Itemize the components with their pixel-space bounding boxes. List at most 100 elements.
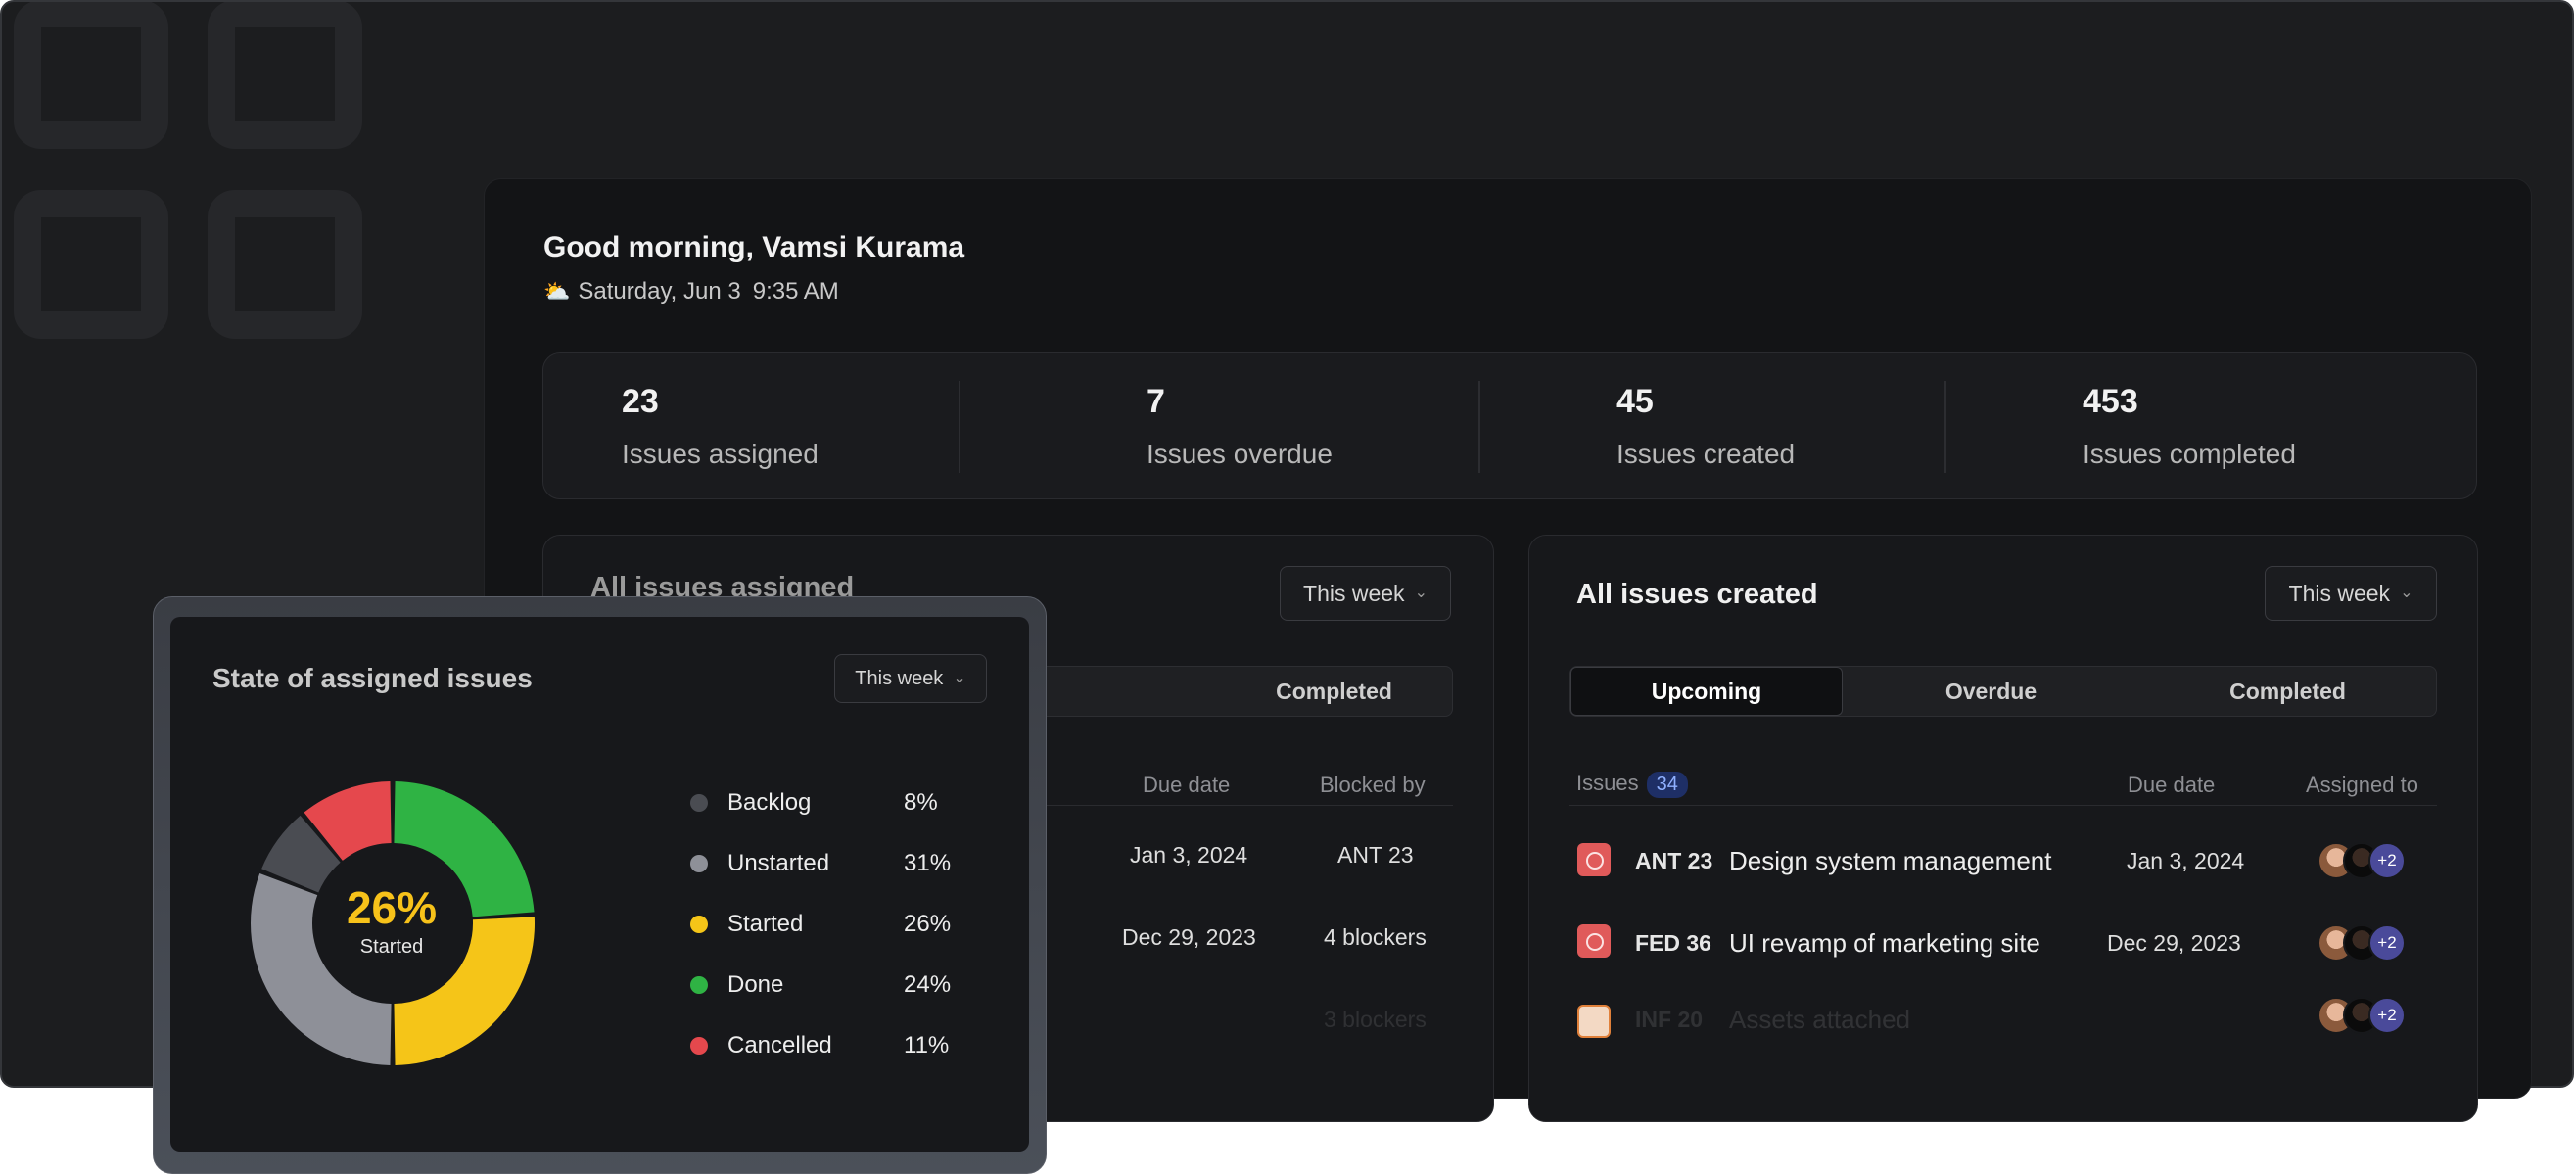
range-label: This week	[2288, 580, 2391, 606]
issue-id: INF 20	[1635, 1007, 1704, 1032]
legend-label: Done	[727, 971, 784, 998]
chart-title: State of assigned issues	[212, 663, 533, 693]
avatar-overflow-count: +2	[2368, 997, 2406, 1034]
donut-center-value: 26%	[346, 882, 438, 933]
stat-value: 7	[1147, 383, 1165, 420]
divider	[1944, 381, 1946, 473]
stat-value: 45	[1616, 383, 1654, 420]
donut-slice-done[interactable]	[394, 781, 535, 917]
tab-completed[interactable]: Completed	[1276, 678, 1392, 704]
issue-count-badge: 34	[1646, 772, 1688, 798]
row-due-date: Dec 29, 2023	[1122, 924, 1256, 950]
row-blocked-by[interactable]: 4 blockers	[1324, 924, 1427, 950]
created-card-title: All issues created	[1576, 579, 1818, 610]
issue-title: Assets attached	[1729, 1005, 1910, 1034]
col-assigned-to: Assigned to	[2306, 773, 2418, 797]
greeting-title: Good morning, Vamsi Kurama	[543, 231, 965, 263]
col-blocked-by: Blocked by	[1320, 773, 1426, 797]
chevron-down-icon: ⌄	[953, 670, 966, 686]
col-label: Issues	[1576, 771, 1639, 795]
range-label: This week	[1303, 580, 1405, 606]
sun-cloud-icon: ⛅	[543, 279, 571, 304]
tab-upcoming[interactable]: Upcoming	[1570, 667, 1843, 716]
legend-dot	[690, 1037, 708, 1055]
legend-item-backlog[interactable]: Backlog 8%	[690, 789, 938, 817]
donut-center-label: Started	[359, 936, 424, 958]
assignee-avatars[interactable]: +2	[2318, 842, 2406, 879]
legend-label: Cancelled	[727, 1032, 832, 1058]
assigned-tabs: due Completed	[979, 666, 1453, 717]
assignee-avatars[interactable]: +2	[2318, 997, 2406, 1034]
current-date: Saturday, Jun 3	[578, 278, 741, 305]
row-blocked-by[interactable]: ANT 23	[1337, 842, 1414, 868]
created-tabs: Upcoming Overdue Completed	[1569, 666, 2437, 717]
issue-id[interactable]: ANT 23	[1635, 848, 1713, 873]
legend-item-cancelled[interactable]: Cancelled 11%	[690, 1032, 949, 1059]
divider	[1478, 381, 1480, 473]
legend-dot	[690, 794, 708, 812]
donut-slice-cancelled[interactable]	[304, 781, 392, 861]
chart-range-dropdown[interactable]: This week ⌄	[834, 654, 987, 703]
urgent-icon	[1577, 843, 1611, 876]
created-issues-card	[1528, 535, 2478, 1122]
donut-slice-unstarted[interactable]	[250, 872, 392, 1065]
issue-title[interactable]: Design system management	[1729, 846, 2052, 875]
assigned-range-dropdown[interactable]: This week ⌄	[1280, 566, 1451, 621]
col-due-date: Due date	[2128, 773, 2216, 797]
issue-title[interactable]: UI revamp of marketing site	[1729, 928, 2040, 958]
stat-issues-created[interactable]: 45 Issues created	[1616, 383, 1795, 470]
avatar-overflow-count: +2	[2368, 842, 2406, 879]
stat-label: Issues created	[1616, 439, 1796, 469]
col-issues: Issues 34	[1576, 771, 1688, 798]
stat-issues-completed[interactable]: 453 Issues completed	[2083, 383, 2296, 470]
chevron-down-icon: ⌄	[2400, 585, 2413, 601]
donut-center: 26% Started	[333, 885, 450, 959]
range-label: This week	[855, 667, 944, 689]
tab-overdue[interactable]: Overdue	[1944, 678, 2037, 704]
legend-dot	[690, 855, 708, 872]
legend-dot	[690, 916, 708, 933]
legend-label: Unstarted	[727, 850, 830, 876]
decorative-tile	[14, 2, 168, 149]
avatar-overflow-count: +2	[2368, 924, 2406, 962]
stat-issues-overdue[interactable]: 7 Issues overdue	[1147, 383, 1333, 470]
divider	[979, 805, 1453, 806]
issue-due-date: Jan 3, 2024	[2127, 848, 2245, 873]
current-time: 9:35 AM	[752, 278, 839, 305]
legend-label: Backlog	[727, 789, 812, 816]
col-due-date: Due date	[1143, 773, 1231, 797]
issue-due-date: Dec 29, 2023	[2107, 930, 2241, 956]
donut-slice-backlog[interactable]	[261, 815, 341, 893]
created-range-dropdown[interactable]: This week ⌄	[2265, 566, 2437, 621]
legend-item-unstarted[interactable]: Unstarted 31%	[690, 850, 951, 877]
tab-completed[interactable]: Completed	[2229, 678, 2346, 704]
legend-item-started[interactable]: Started 26%	[690, 911, 951, 938]
stat-value: 23	[622, 383, 659, 420]
row-blocked-by: 3 blockers	[1324, 1007, 1427, 1032]
urgent-icon	[1577, 924, 1611, 958]
legend-value: 11%	[904, 1032, 950, 1058]
date-line: ⛅ Saturday, Jun 3 9:35 AM	[543, 278, 839, 306]
legend-item-done[interactable]: Done 24%	[690, 971, 951, 999]
decorative-tile	[208, 190, 362, 339]
legend-value: 26%	[904, 911, 952, 937]
legend-value: 8%	[904, 789, 938, 816]
divider	[1569, 805, 2437, 806]
stat-label: Issues assigned	[622, 439, 819, 469]
stat-label: Issues overdue	[1147, 439, 1333, 469]
stat-label: Issues completed	[2083, 439, 2296, 469]
assignee-avatars[interactable]: +2	[2318, 924, 2406, 962]
decorative-tile	[14, 190, 168, 339]
issue-id[interactable]: FED 36	[1635, 930, 1711, 956]
legend-value: 31%	[904, 850, 952, 876]
stat-value: 453	[2083, 383, 2138, 420]
priority-bars-icon	[1577, 1005, 1611, 1038]
state-donut-chart	[250, 781, 535, 1065]
donut-slice-started[interactable]	[394, 916, 535, 1065]
legend-dot	[690, 976, 708, 994]
chevron-down-icon: ⌄	[1414, 585, 1428, 601]
stat-issues-assigned[interactable]: 23 Issues assigned	[622, 383, 819, 470]
legend-value: 24%	[904, 971, 952, 998]
stats-bar: 23 Issues assigned 7 Issues overdue 45 I…	[542, 352, 2477, 499]
row-due-date: Jan 3, 2024	[1130, 842, 1248, 868]
